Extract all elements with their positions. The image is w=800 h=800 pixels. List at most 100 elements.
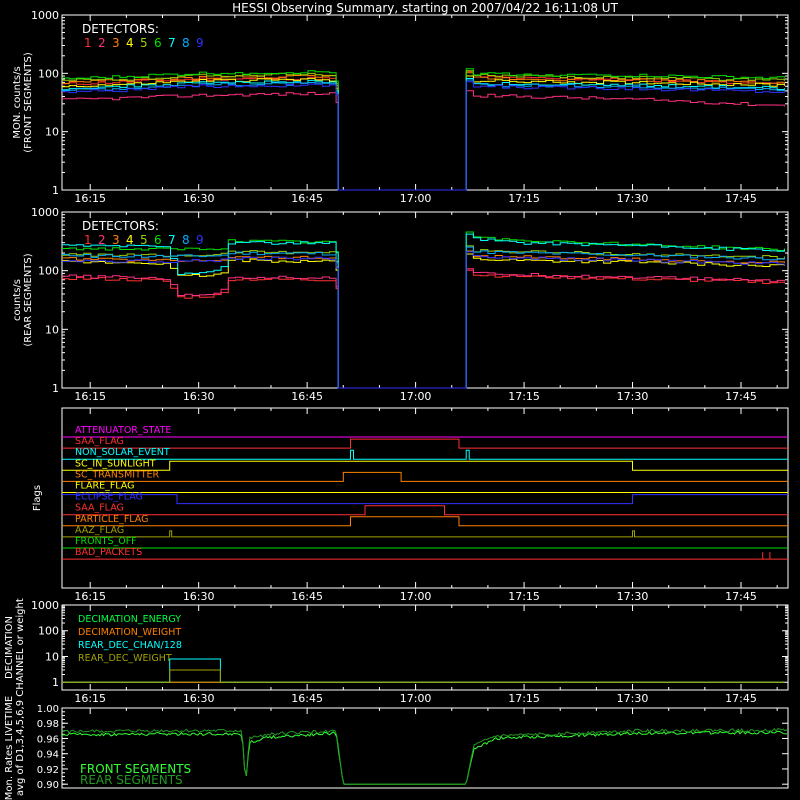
panel3-flag-line-particle_flag	[62, 516, 788, 527]
panel3-flag-label: FRONTS_OFF	[75, 536, 137, 547]
panel4-y-tick-label: 10	[45, 650, 59, 663]
panel2-y-tick-label: 100	[38, 265, 59, 278]
panel1-legend-title: DETECTORS:	[82, 22, 159, 36]
panel1-x-tick-label: 17:00	[400, 192, 432, 205]
panel1-legend-number: 4	[126, 36, 134, 50]
panel1-y-tick-label: 1	[52, 184, 59, 197]
plots: 1000 100 10 1 16:15 16:30 16:45 17:00 17:15 17:30…	[4, 9, 789, 800]
panel1-legend-number: 8	[182, 36, 190, 50]
panel2-legend-number: 4	[126, 233, 134, 247]
panel3-flag-line-sc_in_sunlight	[62, 460, 788, 471]
panel3-flag-label: SC_IN_SUNLIGHT	[75, 458, 156, 469]
panel4-y-tick-label: 1	[52, 676, 59, 689]
panel4-legend-item: REAR_DEC_CHAN/128	[78, 640, 182, 651]
panel2-y-label: counts/s	[12, 279, 23, 321]
panel5-y-tick-label: 0.96	[37, 734, 59, 745]
panel1-x-tick-label: 17:15	[508, 192, 540, 205]
panel2-x-tick-label: 16:30	[183, 390, 215, 403]
panel1-x-tick-label: 16:15	[74, 192, 106, 205]
panel1-legend-number: 7	[168, 36, 176, 50]
panel4-legend-item: DECIMATION_ENERGY	[78, 614, 181, 625]
panel2-y-label: (REAR SEGMENTS)	[23, 253, 34, 346]
panel2-legend-number: 9	[196, 233, 204, 247]
panel3-x-tick-label: 17:45	[725, 590, 757, 603]
panel4-y-label: DECIMATION	[4, 616, 15, 679]
panel1-series-9-line	[62, 81, 785, 191]
panel1-legend-number: 1	[84, 36, 92, 50]
panel3-frame	[61, 407, 789, 589]
panel3-flag-line-eclipse_flag	[62, 494, 788, 505]
panel3-flag-label: SAA_FLAG	[75, 503, 124, 514]
panel1-y-tick-label: 1000	[31, 9, 59, 22]
panel1-y-tick-label: 100	[38, 67, 59, 80]
panel4-y-label: CHANNEL or weight	[15, 598, 26, 697]
panel4-x-tick-label: 17:30	[617, 692, 649, 705]
panel3-flag-line-bad_packets	[62, 552, 788, 560]
panel4-x-tick-label: 17:45	[725, 692, 757, 705]
panel1-y-tick-label: 10	[45, 126, 59, 139]
panel5-legend-item: REAR SEGMENTS	[80, 773, 183, 787]
panel2-legend-number: 8	[182, 233, 190, 247]
panel1-legend-number: 3	[112, 36, 120, 50]
panel2-series-4-line	[62, 253, 785, 389]
panel3-flag-line-sc_transmitter	[62, 471, 788, 482]
panel3-x-tick-label: 17:00	[400, 590, 432, 603]
panel4-legend-item: REAR_DEC_WEIGHT	[78, 653, 172, 664]
panel3-flag-line-non_solar_event	[62, 449, 788, 460]
panel2-legend-number: 2	[98, 233, 106, 247]
panel3-flag-label: ECLIPSE_FLAG	[75, 492, 143, 503]
panel2-x-tick-label: 16:45	[291, 390, 323, 403]
panel2-series-2-line	[62, 268, 785, 389]
panel3-flag-label: BAD_PACKETS	[75, 547, 142, 558]
panel3-y-label: Flags	[32, 485, 43, 511]
panel5-y-tick-label: 1.00	[37, 704, 59, 715]
panel2-legend-number: 1	[84, 233, 92, 247]
panel4-x-tick-label: 17:15	[508, 692, 540, 705]
panel3-flag-label: FLARE_FLAG	[75, 481, 135, 492]
panel3-flag-label: PARTICLE_FLAG	[75, 514, 148, 525]
panel2-x-tick-label: 16:15	[74, 390, 106, 403]
panel4-x-tick-label: 17:00	[400, 692, 432, 705]
panel3-x-tick-label: 17:15	[508, 590, 540, 603]
panel4-frame	[61, 604, 789, 691]
panel5-series-rear-line	[61, 727, 788, 785]
panel2-legend-number: 3	[112, 233, 120, 247]
panel2-series-7-line	[62, 233, 785, 389]
panel1-legend-number: 9	[196, 36, 204, 50]
panel2-x-tick-label: 17:30	[617, 390, 649, 403]
panel4-legend-item: DECIMATION_WEIGHT	[78, 627, 181, 638]
panel1-legend-number: 2	[98, 36, 106, 50]
panel5-y-tick-label: 0.90	[37, 780, 59, 791]
panel1-legend-number: 6	[154, 36, 162, 50]
panel3-flag-label: SAA_FLAG	[75, 436, 124, 447]
panel3-x-tick-label: 16:30	[183, 590, 215, 603]
panel2-y-tick-label: 1000	[31, 206, 59, 219]
panel4-series-line	[62, 669, 785, 683]
panel5-y-label: avg of D1,3,4,5,6,9	[15, 700, 26, 796]
panel2-y-tick-label: 1	[52, 382, 59, 395]
panel5-y-tick-label: 0.92	[37, 765, 59, 776]
panel2-x-tick-label: 17:45	[725, 390, 757, 403]
panel5-y-tick-label: 0.94	[37, 750, 59, 761]
panel1-series-4-line	[62, 75, 785, 191]
panel4-y-tick-label: 100	[38, 625, 59, 638]
panel2-legend-title: DETECTORS:	[82, 219, 159, 233]
panel3-flag-label: NON_SOLAR_EVENT	[75, 447, 170, 458]
panel1-x-tick-label: 17:45	[725, 192, 757, 205]
panel4-y-tick-label: 1000	[31, 599, 59, 612]
panel1-y-label: (FRONT SEGMENTS)	[23, 52, 34, 153]
panel3-flag-line-aaz_flag	[62, 530, 788, 538]
panel2-legend-number: 7	[168, 233, 176, 247]
panel4-x-tick-label: 16:30	[183, 692, 215, 705]
panel5-legend-item: FRONT SEGMENTS	[80, 762, 191, 776]
panel1-x-tick-label: 17:30	[617, 192, 649, 205]
panel3-flag-label: ATTENUATOR_STATE	[75, 425, 171, 436]
panel2-x-tick-label: 17:15	[508, 390, 540, 403]
panel2-series-9-line	[62, 251, 785, 389]
panel3-x-tick-label: 16:45	[291, 590, 323, 603]
panel1-series-2-line	[62, 90, 785, 191]
panel1-legend-number: 5	[140, 36, 148, 50]
panel4-x-tick-label: 16:15	[74, 692, 106, 705]
